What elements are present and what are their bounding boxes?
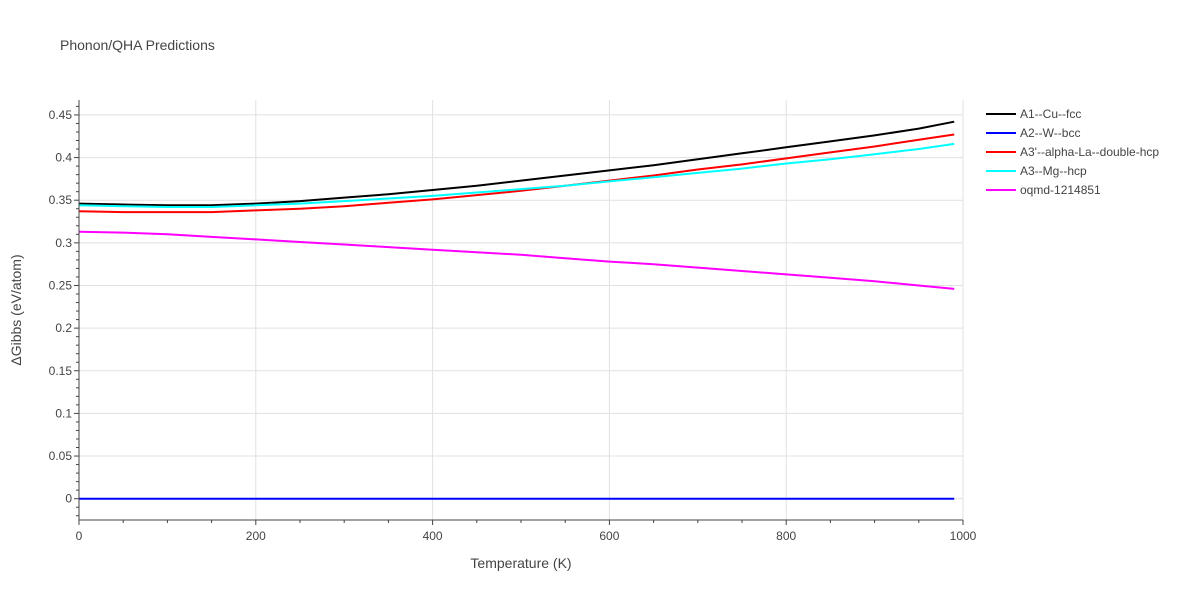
legend-item[interactable]: A1--Cu--fcc (986, 107, 1081, 121)
series-line-1 (78, 120, 955, 207)
chart-title: Phonon/QHA Predictions (60, 37, 215, 53)
legend-label: A2--W--bcc (1020, 126, 1080, 140)
legend-item[interactable]: A3--Mg--hcp (986, 164, 1087, 178)
series-line-3 (78, 133, 955, 214)
x-tick-label: 200 (246, 529, 266, 543)
legend-label: oqmd-1214851 (1020, 183, 1101, 197)
y-tick-label: 0.25 (49, 278, 73, 292)
legend-item[interactable]: A3'--alpha-La--double-hcp (986, 145, 1159, 159)
x-tick-label: 1000 (950, 529, 977, 543)
x-tick-label: 0 (76, 529, 83, 543)
series-line-4 (78, 142, 955, 208)
y-axis-title: ΔGibbs (eV/atom) (8, 254, 24, 365)
legend-label: A1--Cu--fcc (1020, 107, 1081, 121)
axes (74, 100, 964, 525)
legend: A1--Cu--fcc A2--W--bcc A3'--alpha-La--doub… (986, 107, 1159, 197)
legend-label: A3'--alpha-La--double-hcp (1020, 145, 1159, 159)
y-tick-label: 0.45 (49, 108, 73, 122)
y-tick-label: 0.15 (49, 364, 73, 378)
legend-label: A3--Mg--hcp (1020, 164, 1087, 178)
series-line-5 (78, 230, 955, 290)
y-tick-label: 0.35 (49, 193, 73, 207)
y-tick-label: 0.3 (55, 236, 72, 250)
grid (79, 100, 964, 520)
legend-item[interactable]: oqmd-1214851 (986, 183, 1101, 197)
legend-item[interactable]: A2--W--bcc (986, 126, 1080, 140)
y-tick-label: 0.1 (55, 406, 72, 420)
y-tick-label: 0 (65, 492, 72, 506)
y-tick-label: 0.05 (49, 449, 73, 463)
y-tick-label: 0.2 (55, 321, 72, 335)
x-tick-label: 800 (776, 529, 796, 543)
y-tick-label: 0.4 (55, 151, 72, 165)
x-tick-labels: 0 200 400 600 800 1000 (76, 529, 977, 543)
x-axis-title: Temperature (K) (470, 555, 571, 571)
y-tick-labels: 0 0.05 0.1 0.15 0.2 0.25 0.3 0.35 0.4 0.45 (49, 108, 73, 506)
x-tick-label: 600 (599, 529, 619, 543)
x-tick-label: 400 (423, 529, 443, 543)
series-layer (78, 120, 955, 500)
